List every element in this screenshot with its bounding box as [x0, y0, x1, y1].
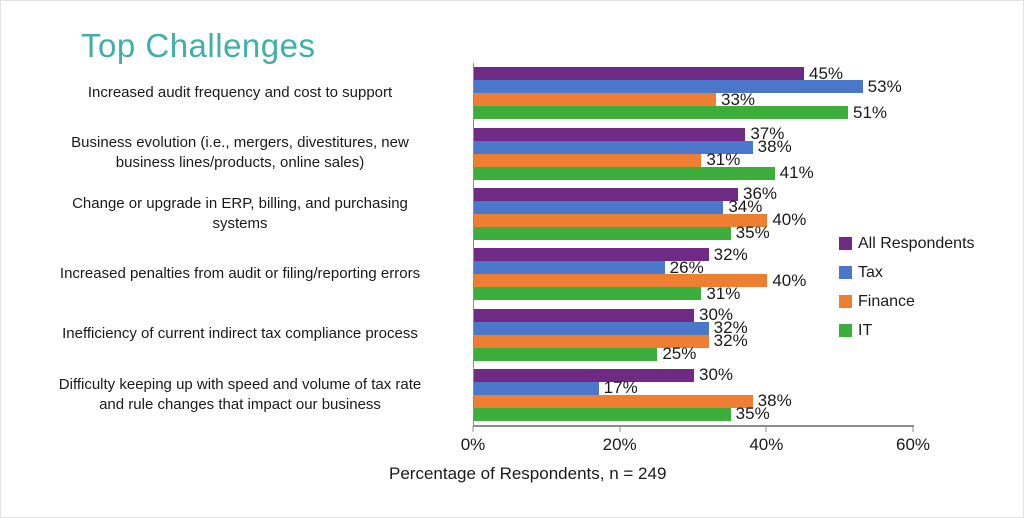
bar-finance	[474, 394, 753, 408]
bar-all-respondents	[474, 368, 694, 382]
bar-all-respondents	[474, 248, 709, 262]
bar-value-label: 30%	[699, 365, 734, 385]
bar-tax	[474, 321, 709, 335]
legend-swatch	[839, 237, 852, 250]
category-labels: Increased audit frequency and cost to su…	[15, 63, 465, 425]
bar-it	[474, 287, 702, 301]
category-label: Increased penalties from audit or filing…	[15, 244, 465, 304]
bar-value-label: 38%	[757, 391, 792, 411]
bar-value-label: 33%	[721, 89, 756, 109]
bar-all-respondents	[474, 67, 804, 81]
x-tick	[912, 426, 914, 432]
bar-it	[474, 166, 775, 180]
bar-it	[474, 407, 731, 421]
category-label-line: Inefficiency of current indirect tax com…	[62, 325, 418, 343]
category-label-line: business lines/products, online sales)	[115, 154, 365, 172]
bar-it	[474, 106, 848, 120]
bar-it	[474, 347, 658, 361]
bar-value-label: 31%	[706, 150, 741, 169]
x-tick	[472, 426, 474, 432]
legend-swatch	[839, 324, 852, 337]
bar-value-label: 35%	[735, 404, 770, 424]
x-tick-label: 0%	[460, 435, 486, 454]
legend-swatch	[839, 295, 852, 308]
legend-label: IT	[858, 321, 873, 339]
x-axis-title: Percentage of Respondents, n = 249	[389, 464, 667, 483]
legend-label: Finance	[858, 292, 915, 310]
chart-title: Top Challenges	[81, 27, 316, 64]
x-tick	[619, 426, 621, 432]
legend-swatch	[839, 266, 852, 279]
category-label-line: Increased penalties from audit or filing…	[59, 265, 421, 283]
x-tick-label: 20%	[602, 435, 637, 454]
legend: All Respondents Tax Finance IT	[839, 229, 975, 345]
bar-tax	[474, 381, 599, 395]
plot-area: 45% 53% 33% 51% 37% 38% 31% 41% 36% 34% 40% 35% 32% 2…	[473, 63, 914, 427]
bar-value-label: 30%	[699, 305, 734, 324]
bar-value-label: 35%	[735, 223, 770, 243]
bar-finance	[474, 93, 716, 107]
bar-value-label: 37%	[750, 124, 785, 143]
bar-value-label: 41%	[779, 163, 814, 182]
category-label-line: and rule changes that impact our busines…	[99, 395, 381, 413]
bar-value-label: 51%	[853, 102, 888, 122]
category-label-line: systems	[212, 214, 268, 232]
x-axis: 0% 20% 40% 60%	[461, 425, 930, 465]
bar-finance	[474, 274, 768, 288]
category-label: Change or upgrade in ERP, billing, and p…	[15, 184, 465, 244]
legend-item-finance: Finance	[839, 287, 975, 316]
bar-all-respondents	[474, 308, 694, 322]
bar-finance	[474, 334, 709, 348]
category-label-line: Change or upgrade in ERP, billing, and p…	[72, 194, 408, 212]
bar-value-label: 53%	[867, 76, 902, 96]
legend-item-all-respondents: All Respondents	[839, 229, 975, 258]
bar-all-respondents	[474, 127, 746, 141]
x-tick-label: 60%	[895, 435, 931, 454]
legend-label: All Respondents	[858, 234, 975, 252]
legend-item-tax: Tax	[839, 258, 975, 287]
bar-value-label: 17%	[603, 378, 638, 398]
bar-value-label: 32%	[713, 331, 748, 350]
bar-finance	[474, 213, 768, 227]
bar-value-label: 26%	[669, 257, 704, 277]
bar-tax	[474, 200, 724, 214]
x-tick	[765, 426, 767, 432]
category-label: Difficulty keeping up with speed and vol…	[15, 365, 465, 425]
bar-it	[474, 226, 731, 240]
bar-value-label: 31%	[706, 283, 741, 303]
bar-value-label: 40%	[772, 270, 807, 290]
bar-value-label: 32%	[713, 244, 748, 264]
bar-value-label: 38%	[757, 137, 792, 156]
category-label: Business evolution (i.e., mergers, dives…	[15, 123, 465, 183]
bar-value-label: 40%	[772, 210, 807, 230]
category-label: Inefficiency of current indirect tax com…	[15, 304, 465, 364]
bar-finance	[474, 153, 702, 167]
bar-value-label: 45%	[809, 63, 844, 83]
bar-tax	[474, 140, 753, 154]
legend-item-it: IT	[839, 316, 975, 345]
category-label: Increased audit frequency and cost to su…	[15, 63, 465, 123]
legend-label: Tax	[858, 263, 883, 281]
bar-value-label: 25%	[662, 344, 697, 363]
bar-tax	[474, 261, 665, 275]
x-tick-label: 40%	[749, 435, 784, 454]
bar-value-label: 32%	[713, 318, 748, 337]
bar-all-respondents	[474, 187, 738, 201]
bar-value-label: 36%	[743, 184, 778, 204]
category-label-line: Difficulty keeping up with speed and vol…	[58, 375, 422, 393]
bar-value-label: 34%	[728, 197, 763, 217]
category-label-line: Business evolution (i.e., mergers, dives…	[71, 134, 409, 152]
bar-tax	[474, 80, 863, 94]
category-label-line: Increased audit frequency and cost to su…	[87, 84, 393, 102]
